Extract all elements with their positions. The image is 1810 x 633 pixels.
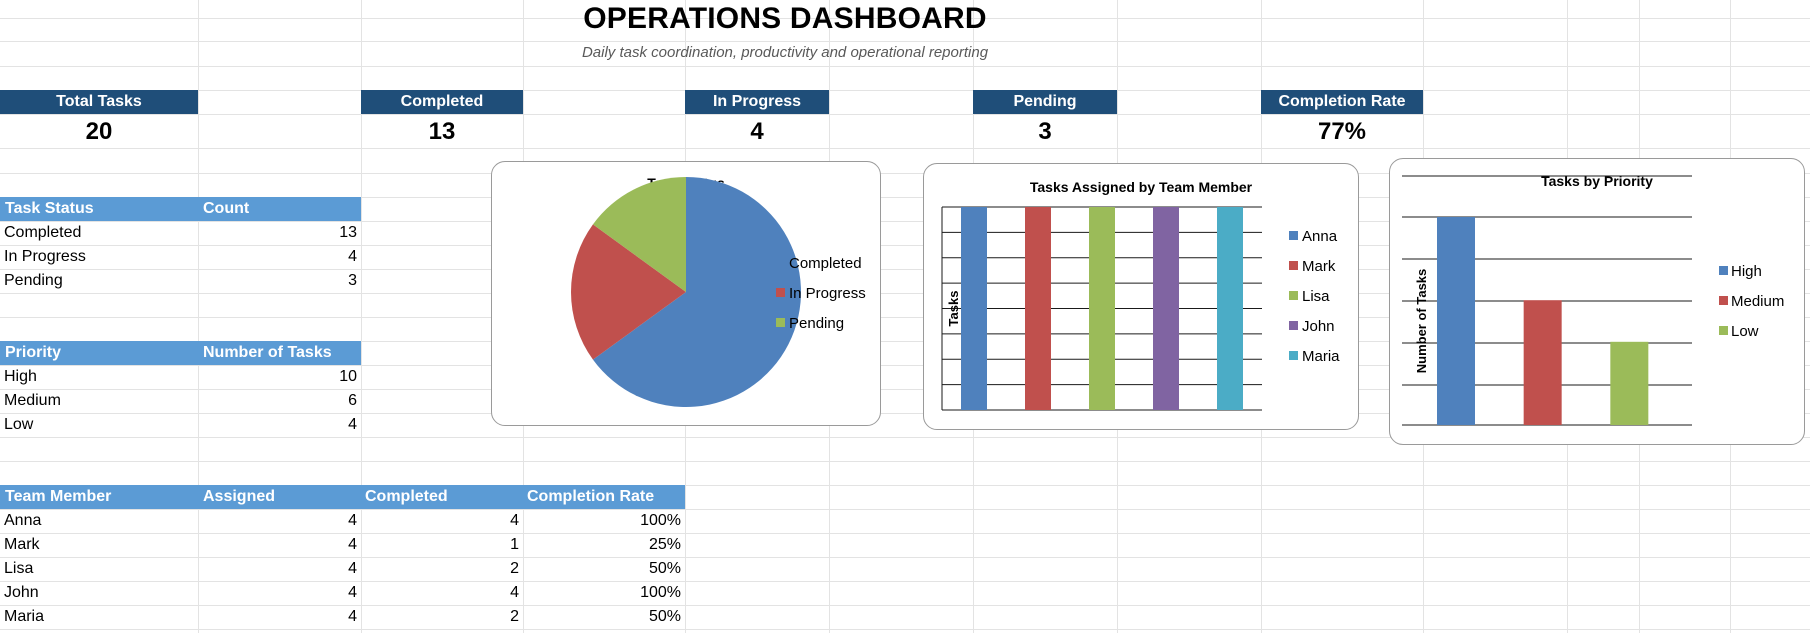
priority-col-tasks[interactable]: Number of Tasks (203, 344, 332, 361)
status-table-header: Task Status Count (0, 197, 361, 221)
status-col-status[interactable]: Task Status (5, 200, 94, 217)
team-row-rate[interactable]: 100% (640, 512, 681, 529)
priority-row-count[interactable]: 4 (348, 416, 357, 433)
team-row-completed[interactable]: 4 (510, 584, 519, 601)
bar-medium[interactable] (1523, 300, 1562, 425)
kpi-pending-value[interactable]: 3 (1038, 118, 1052, 145)
team-row-member[interactable]: Mark (4, 536, 40, 553)
legend-swatch (1719, 266, 1728, 275)
team-row-assigned[interactable]: 4 (348, 536, 357, 553)
legend-swatch (776, 258, 785, 267)
team-row-assigned[interactable]: 4 (348, 584, 357, 601)
priority-row-label[interactable]: High (4, 368, 37, 385)
y-axis-label: Tasks (946, 291, 961, 327)
team-row-completed[interactable]: 4 (510, 512, 519, 529)
kpi-completion-rate-label[interactable]: Completion Rate (1261, 90, 1423, 114)
bar-maria[interactable] (1217, 207, 1243, 410)
pie-slice-pending[interactable] (592, 177, 686, 292)
pie-slice-completed[interactable] (592, 177, 801, 407)
page-subtitle: Daily task coordination, productivity an… (581, 44, 989, 61)
status-row-count[interactable]: 13 (339, 224, 357, 241)
kpi-in-progress-label[interactable]: In Progress (685, 90, 829, 114)
chart-tasks-by-priority[interactable]: Tasks by Priority Number of Tasks High Medi… (1389, 158, 1805, 445)
legend-label: Lisa (1302, 288, 1330, 305)
legend-label: Anna (1302, 228, 1338, 245)
team-row-rate[interactable]: 50% (648, 608, 681, 625)
kpi-total-tasks-value[interactable]: 20 (85, 118, 113, 145)
team-row-member[interactable]: Maria (4, 608, 45, 625)
chart-tasks-by-member[interactable]: Tasks Assigned by Team Member Tasks Anna Ma… (923, 163, 1359, 430)
legend-label: John (1302, 318, 1335, 335)
chart-title: Tasks by Priority (1541, 173, 1653, 189)
legend-label: High (1731, 263, 1762, 280)
team-row-assigned[interactable]: 4 (348, 608, 357, 625)
status-row-label[interactable]: In Progress (4, 248, 86, 265)
pie-slice-in-progress[interactable] (571, 224, 686, 360)
legend-swatch (1289, 321, 1298, 330)
legend-label: In Progress (789, 285, 866, 302)
team-col-rate[interactable]: Completion Rate (527, 488, 655, 505)
bar-john[interactable] (1153, 207, 1179, 410)
team-row-rate[interactable]: 100% (640, 584, 681, 601)
status-col-count[interactable]: Count (203, 200, 250, 217)
team-row-member[interactable]: Anna (4, 512, 42, 529)
legend-swatch (1289, 291, 1298, 300)
legend-swatch (1719, 296, 1728, 305)
team-row-assigned[interactable]: 4 (348, 560, 357, 577)
bar-low[interactable] (1610, 341, 1649, 425)
kpi-completed-value[interactable]: 13 (428, 118, 456, 145)
legend-swatch (1289, 231, 1298, 240)
legend-swatch (1289, 261, 1298, 270)
team-row-member[interactable]: Lisa (4, 560, 34, 577)
chart-title: Tasks Assigned by Team Member (1030, 179, 1253, 195)
status-row-label[interactable]: Pending (4, 272, 63, 289)
priority-col-priority[interactable]: Priority (5, 344, 62, 361)
team-row-rate[interactable]: 50% (648, 560, 681, 577)
kpi-total-tasks-label[interactable]: Total Tasks (0, 90, 198, 114)
priority-bar-chart-canvas: Tasks by Priority Number of Tasks High Medi… (1402, 173, 1784, 426)
team-row-completed[interactable]: 2 (510, 608, 519, 625)
kpi-pending-label[interactable]: Pending (973, 90, 1117, 114)
team-table-header: Team Member Assigned Completed Completio… (0, 485, 685, 509)
team-row-assigned[interactable]: 4 (348, 512, 357, 529)
member-bar-chart-canvas: Tasks Assigned by Team Member Tasks Anna Ma… (941, 179, 1340, 411)
kpi-completion-rate-value[interactable]: 77% (1317, 118, 1367, 145)
priority-row-label[interactable]: Medium (4, 392, 61, 409)
legend-label: Pending (789, 315, 844, 332)
team-row-completed[interactable]: 1 (510, 536, 519, 553)
legend-swatch (1289, 351, 1298, 360)
bar-mark[interactable] (1025, 207, 1051, 410)
bar-lisa[interactable] (1089, 207, 1115, 410)
team-row-rate[interactable]: 25% (648, 536, 681, 553)
team-col-member[interactable]: Team Member (5, 488, 112, 505)
legend-swatch (776, 318, 785, 327)
status-row-label[interactable]: Completed (4, 224, 82, 241)
priority-row-count[interactable]: 10 (339, 368, 357, 385)
bar-high[interactable] (1437, 217, 1475, 425)
kpi-in-progress-value[interactable]: 4 (750, 118, 764, 145)
kpi-completed-label[interactable]: Completed (361, 90, 523, 114)
status-row-count[interactable]: 3 (348, 272, 357, 289)
legend-swatch (1719, 326, 1728, 335)
priority-row-label[interactable]: Low (4, 416, 34, 433)
status-row-count[interactable]: 4 (348, 248, 357, 265)
legend-label: Low (1731, 323, 1759, 340)
legend-label: Mark (1302, 258, 1336, 275)
team-row-member[interactable]: John (4, 584, 39, 601)
y-axis-label: Number of Tasks (1414, 269, 1429, 374)
page-title: OPERATIONS DASHBOARD (583, 2, 987, 35)
legend-swatch (776, 288, 785, 297)
legend-label: Medium (1731, 293, 1784, 310)
priority-row-count[interactable]: 6 (348, 392, 357, 409)
team-row-completed[interactable]: 2 (510, 560, 519, 577)
legend-label: Completed (789, 255, 862, 272)
bar-anna[interactable] (961, 207, 987, 410)
team-col-assigned[interactable]: Assigned (203, 488, 276, 505)
legend-label: Maria (1302, 348, 1340, 365)
priority-table-header: Priority Number of Tasks (0, 341, 361, 365)
team-col-completed[interactable]: Completed (365, 488, 448, 505)
